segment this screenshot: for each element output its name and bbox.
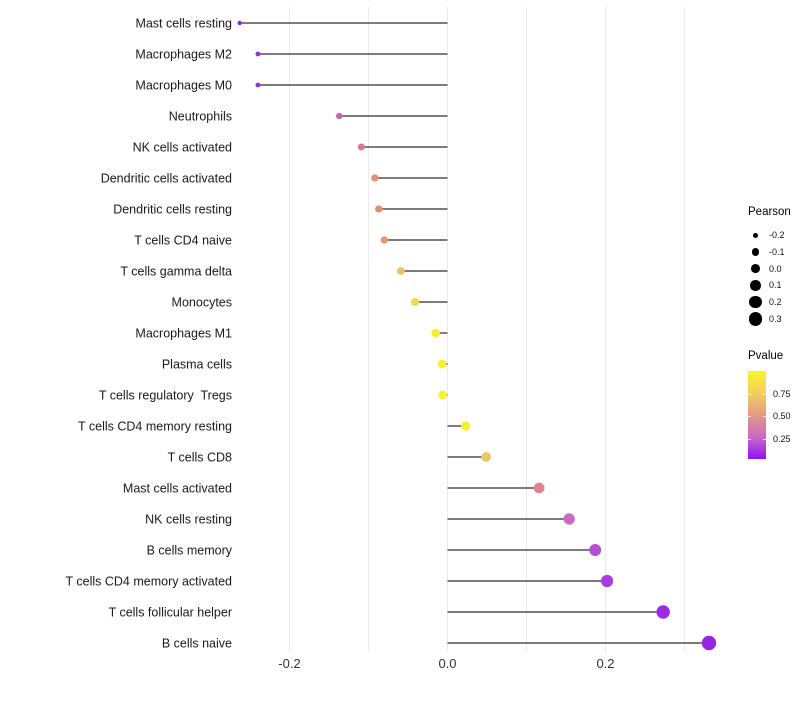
lollipop-dot bbox=[437, 359, 447, 369]
legend-size-dot bbox=[751, 264, 760, 274]
legend-pearson: Pearson -0.2 -0.1 0.0 0.1 0.2 0.3 bbox=[748, 206, 791, 327]
y-category-label: Neutrophils bbox=[169, 110, 232, 124]
y-category-label: T cells CD4 memory activated bbox=[66, 575, 233, 589]
y-category-label: Mast cells activated bbox=[123, 482, 232, 496]
legend-pearson-title: Pearson bbox=[748, 206, 791, 218]
pvalue-tick-label: 0.75 bbox=[773, 389, 791, 400]
pvalue-tick-notch bbox=[763, 394, 766, 396]
lollipop-dot bbox=[411, 297, 420, 307]
lollipop-dot bbox=[533, 482, 545, 494]
lollipop-dot bbox=[481, 452, 492, 462]
y-category-label: Macrophages M2 bbox=[135, 48, 232, 62]
legend-pearson-entry: 0.2 bbox=[748, 294, 791, 311]
lollipop-dot bbox=[656, 605, 670, 619]
legend-pearson-entry: -0.2 bbox=[748, 227, 791, 244]
pvalue-tick-notch bbox=[763, 438, 766, 440]
y-category-label: B cells memory bbox=[147, 544, 233, 558]
legend-pearson-entry: 0.3 bbox=[748, 310, 791, 327]
pvalue-colorbar-wrap: 0.75 0.50 0.25 bbox=[748, 371, 800, 459]
lollipop-dot bbox=[255, 51, 261, 57]
pvalue-colorbar bbox=[748, 371, 766, 459]
lollipop-dot bbox=[438, 390, 448, 400]
legend-size-dot bbox=[752, 232, 759, 239]
legend-pvalue: Pvalue 0.75 0.50 0.25 bbox=[748, 350, 800, 459]
x-tick-label: -0.2 bbox=[278, 656, 300, 671]
y-category-label: Macrophages M1 bbox=[135, 327, 232, 341]
y-category-label: Mast cells resting bbox=[135, 17, 232, 31]
y-category-label: Dendritic cells resting bbox=[113, 203, 232, 217]
legend-size-label: 0.0 bbox=[769, 263, 782, 274]
legend-size-label: 0.2 bbox=[769, 297, 782, 308]
pvalue-tick-label: 0.50 bbox=[773, 411, 791, 422]
legend-size-label: -0.2 bbox=[769, 230, 785, 241]
y-category-label: T cells gamma delta bbox=[120, 265, 232, 279]
lollipop-dot bbox=[357, 143, 365, 151]
pvalue-tick-notch bbox=[748, 438, 751, 440]
legend-pearson-entries: -0.2 -0.1 0.0 0.1 0.2 0.3 bbox=[748, 227, 791, 327]
lollipop-dot bbox=[380, 236, 389, 244]
y-category-label: NK cells activated bbox=[133, 141, 232, 155]
y-category-label: Plasma cells bbox=[162, 358, 232, 372]
y-category-label: Dendritic cells activated bbox=[101, 172, 232, 186]
lollipop-dot bbox=[371, 174, 379, 182]
y-category-label: T cells regulatory Tregs bbox=[99, 389, 232, 403]
legend-size-dot bbox=[749, 296, 762, 309]
legend-size-dot bbox=[751, 248, 760, 256]
y-category-label: NK cells resting bbox=[145, 513, 232, 527]
legend-size-label: -0.1 bbox=[769, 247, 785, 258]
lollipop-dot bbox=[237, 20, 242, 26]
legend-size-label: 0.1 bbox=[769, 280, 782, 291]
y-category-label: B cells naive bbox=[162, 637, 232, 651]
y-category-label: Monocytes bbox=[172, 296, 232, 310]
pvalue-tick-notch bbox=[748, 394, 751, 396]
lollipop-dot bbox=[589, 544, 602, 556]
y-category-label: T cells follicular helper bbox=[109, 606, 232, 620]
pvalue-tick-notch bbox=[763, 416, 766, 418]
lollipop-dot bbox=[396, 267, 405, 275]
lollipop-dot bbox=[375, 205, 383, 213]
legend-size-dot bbox=[750, 280, 761, 291]
lollipop-dot bbox=[701, 635, 717, 651]
legend-pvalue-title: Pvalue bbox=[748, 350, 784, 362]
y-category-label: Macrophages M0 bbox=[135, 79, 232, 93]
lollipop-dot bbox=[600, 574, 614, 588]
legend-size-label: 0.3 bbox=[769, 313, 782, 324]
lollipop-dot bbox=[431, 328, 440, 338]
y-category-label: T cells CD8 bbox=[168, 451, 232, 465]
lollipop-dot bbox=[461, 421, 471, 431]
x-tick-label: 0.2 bbox=[596, 656, 614, 671]
pvalue-tick-label: 0.25 bbox=[773, 433, 791, 444]
x-tick-label: 0.0 bbox=[438, 656, 456, 671]
y-category-label: T cells CD4 memory resting bbox=[78, 420, 232, 434]
legend-pearson-entry: 0.1 bbox=[748, 277, 791, 294]
lollipop-dot bbox=[563, 513, 575, 525]
lollipop-dot bbox=[255, 82, 261, 88]
legend-pearson-entry: -0.1 bbox=[748, 244, 791, 261]
lollipop-dot bbox=[336, 112, 343, 120]
pvalue-tick-notch bbox=[748, 416, 751, 418]
y-category-label: T cells CD4 naive bbox=[134, 234, 232, 248]
legend-pearson-entry: 0.0 bbox=[748, 260, 791, 277]
legend-size-dot bbox=[748, 311, 763, 326]
